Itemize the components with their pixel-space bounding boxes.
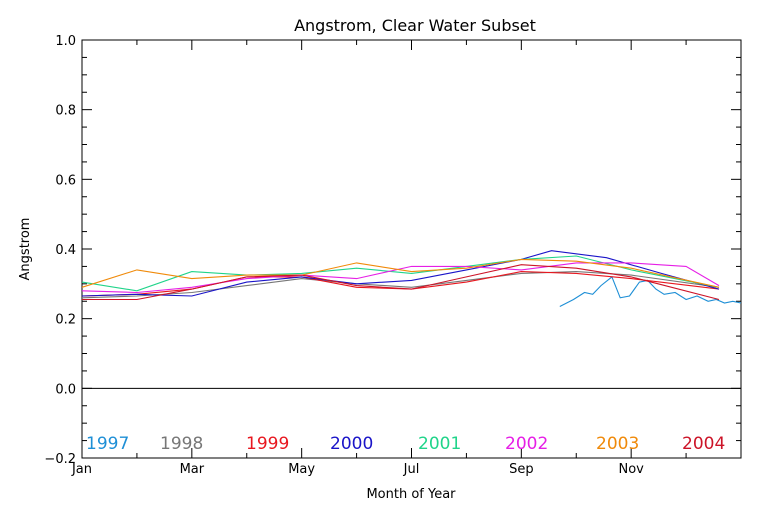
y-axis: −0.2 0.0 0.2 0.4 0.6 0.8 1.0: [44, 34, 741, 467]
x-tick-label: Jul: [403, 462, 420, 477]
y-tick-label: 1.0: [55, 34, 76, 49]
legend-label-2001: 2001: [418, 434, 461, 454]
y-tick-label: 0.8: [55, 104, 76, 119]
x-axis: Jan Mar May Jul Sep Nov: [71, 40, 742, 477]
legend-label-2003: 2003: [596, 434, 639, 454]
legend: 1997 1998 1999 2000 2001 2002 2003 2004: [86, 434, 725, 454]
x-tick-label: Jan: [71, 462, 92, 477]
y-tick-label: 0.4: [55, 243, 76, 258]
series-line-2000: [81, 250, 720, 297]
legend-label-1999: 1999: [246, 434, 289, 454]
series-line-1998: [81, 271, 720, 299]
y-tick-label: 0.0: [55, 382, 76, 397]
series-line-2004: [82, 264, 720, 301]
y-tick-label: 0.2: [55, 313, 76, 328]
legend-label-2002: 2002: [505, 434, 548, 454]
chart-title: Angstrom, Clear Water Subset: [294, 16, 536, 35]
legend-label-1997: 1997: [86, 434, 129, 454]
plot-area: [81, 39, 742, 459]
series-line-2002: [81, 262, 720, 294]
series-lines: [81, 250, 742, 307]
series-line-1997: [559, 276, 742, 307]
y-tick-label: 0.6: [55, 173, 76, 188]
x-tick-label: Nov: [618, 462, 644, 477]
legend-label-2000: 2000: [330, 434, 373, 454]
x-axis-title: Month of Year: [366, 487, 456, 502]
x-tick-label: May: [288, 462, 315, 477]
series-line-1999: [81, 271, 720, 297]
legend-label-2004: 2004: [682, 434, 725, 454]
plot-frame: [81, 39, 742, 459]
series-line-2001: [81, 255, 720, 292]
series-line-2003: [81, 258, 720, 288]
x-tick-label: Sep: [509, 462, 534, 477]
x-tick-label: Mar: [180, 462, 205, 477]
legend-label-1998: 1998: [160, 434, 203, 454]
y-axis-title: Angstrom: [18, 218, 33, 281]
y-tick-label: −0.2: [44, 452, 76, 467]
